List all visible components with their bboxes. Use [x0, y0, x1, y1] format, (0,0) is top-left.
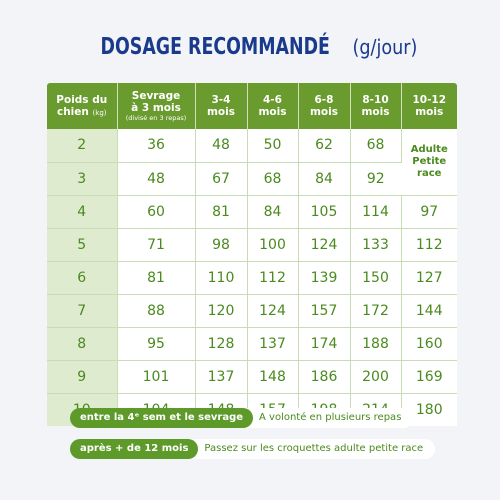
value-cell: 68: [247, 162, 299, 196]
value-cell: 67: [195, 162, 248, 196]
weight-cell: 6: [47, 261, 118, 295]
note-adult-text: Passez sur les croquettes adulte petite …: [190, 439, 436, 459]
table-row: 3 48 67 68 84 92: [47, 162, 457, 196]
value-cell: 105: [298, 195, 351, 229]
header-10-12: 10-12 mois: [401, 83, 457, 129]
note-weaning-pill: entre la 4ᵉ sem et le sevrage: [70, 408, 254, 428]
value-cell: 114: [350, 195, 402, 229]
value-cell: 84: [298, 162, 351, 196]
table-row: 7 88 120 124 157 172 144: [47, 294, 457, 328]
value-cell: 124: [298, 228, 351, 262]
value-cell: 128: [195, 327, 248, 361]
header-6-8: 6-8 mois: [298, 83, 351, 129]
note-adult: après + de 12 mois Passez sur les croque…: [70, 439, 436, 459]
value-cell: 48: [117, 162, 196, 196]
weight-cell: 7: [47, 294, 118, 328]
value-cell: 48: [195, 129, 248, 163]
header-row: Poids du chien (kg) Sevrage à 3 mois (di…: [47, 83, 457, 129]
value-cell: 133: [350, 228, 402, 262]
value-cell: 101: [117, 360, 196, 394]
weight-cell: 2: [47, 129, 118, 163]
value-cell: 188: [350, 327, 402, 361]
value-cell: 50: [247, 129, 299, 163]
value-cell: 60: [117, 195, 196, 229]
table-row: 9 101 137 148 186 200 169: [47, 360, 457, 394]
table-row: 8 95 128 137 174 188 160: [47, 327, 457, 361]
value-cell: 186: [298, 360, 351, 394]
value-cell: 98: [195, 228, 248, 262]
value-cell: 137: [247, 327, 299, 361]
note-adult-pill: après + de 12 mois: [70, 439, 199, 459]
weight-cell: 9: [47, 360, 118, 394]
value-cell: 92: [350, 162, 401, 196]
value-cell: 174: [298, 327, 351, 361]
value-cell: 84: [247, 195, 299, 229]
value-cell: 112: [247, 261, 299, 295]
value-cell: 36: [117, 129, 196, 163]
value-cell: 97: [401, 195, 457, 229]
value-cell: 100: [247, 228, 299, 262]
value-cell: 88: [117, 294, 196, 328]
weight-cell: 3: [47, 162, 118, 196]
page-title: DOSAGE RECOMMANDÉ (g/jour): [0, 34, 500, 60]
table-row: 6 81 110 112 139 150 127: [47, 261, 457, 295]
value-cell: 139: [298, 261, 351, 295]
title-unit: (g/jour): [352, 35, 418, 59]
header-4-6: 4-6 mois: [247, 83, 299, 129]
value-cell: 157: [298, 294, 351, 328]
dosage-table: Poids du chien (kg) Sevrage à 3 mois (di…: [47, 83, 457, 426]
value-cell: 81: [117, 261, 196, 295]
value-cell: 148: [247, 360, 299, 394]
adult-small-breed-cell: Adulte Petite race: [401, 129, 457, 196]
value-cell: 120: [195, 294, 248, 328]
value-cell: 172: [350, 294, 402, 328]
table-row: 5 71 98 100 124 133 112: [47, 228, 457, 262]
value-cell: 200: [350, 360, 402, 394]
title-main: DOSAGE RECOMMANDÉ: [100, 34, 331, 60]
weight-cell: 4: [47, 195, 118, 229]
table-row: 2 36 48 50 62 68 Adulte Petite race: [47, 129, 457, 196]
value-cell: 137: [195, 360, 248, 394]
value-cell: 144: [401, 294, 457, 328]
value-cell: 124: [247, 294, 299, 328]
header-3-4: 3-4 mois: [195, 83, 248, 129]
note-weaning: entre la 4ᵉ sem et le sevrage A volonté …: [70, 408, 414, 428]
weight-cell: 5: [47, 228, 118, 262]
value-cell: 62: [298, 129, 351, 163]
value-cell: 127: [401, 261, 457, 295]
value-cell: 169: [401, 360, 457, 394]
value-cell: 81: [195, 195, 248, 229]
header-weight: Poids du chien (kg): [47, 83, 118, 129]
value-cell: 71: [117, 228, 196, 262]
value-cell: 160: [401, 327, 457, 361]
table-row: 4 60 81 84 105 114 97: [47, 195, 457, 229]
value-cell: 180: [401, 393, 457, 426]
value-cell: 112: [401, 228, 457, 262]
value-cell: 95: [117, 327, 196, 361]
header-8-10: 8-10 mois: [350, 83, 402, 129]
header-sevrage: Sevrage à 3 mois (divisé en 3 repas): [117, 83, 196, 129]
value-cell: 150: [350, 261, 402, 295]
note-weaning-text: A volonté en plusieurs repas: [245, 408, 414, 428]
weight-cell: 8: [47, 327, 118, 361]
value-cell: 110: [195, 261, 248, 295]
value-cell: 68: [350, 129, 402, 163]
